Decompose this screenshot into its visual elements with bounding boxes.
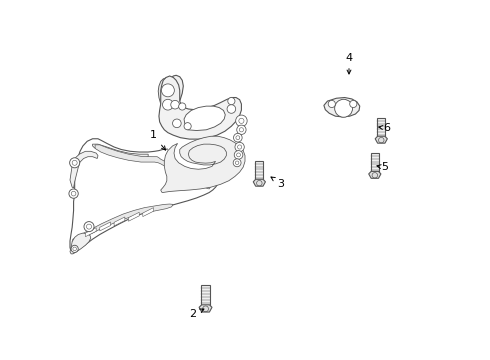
Polygon shape	[70, 233, 91, 254]
Circle shape	[172, 119, 181, 128]
Circle shape	[161, 84, 174, 97]
Circle shape	[179, 103, 186, 110]
Circle shape	[328, 100, 335, 108]
Polygon shape	[371, 153, 379, 173]
Polygon shape	[72, 204, 173, 244]
Polygon shape	[143, 208, 153, 217]
Text: 4: 4	[345, 53, 353, 74]
Polygon shape	[100, 222, 111, 231]
Polygon shape	[168, 101, 247, 166]
Polygon shape	[93, 144, 148, 158]
Polygon shape	[128, 212, 139, 221]
Polygon shape	[184, 106, 225, 131]
Text: 5: 5	[377, 162, 389, 172]
Circle shape	[233, 159, 241, 167]
Circle shape	[235, 142, 245, 152]
Circle shape	[84, 222, 94, 231]
Polygon shape	[158, 78, 176, 126]
Circle shape	[227, 105, 236, 113]
Polygon shape	[368, 171, 381, 178]
Circle shape	[234, 150, 243, 159]
Polygon shape	[159, 76, 242, 139]
Circle shape	[163, 99, 173, 110]
Polygon shape	[199, 305, 212, 312]
Polygon shape	[161, 136, 245, 193]
Polygon shape	[255, 161, 263, 181]
Circle shape	[335, 99, 353, 117]
Circle shape	[69, 189, 78, 198]
Circle shape	[70, 158, 80, 168]
Circle shape	[171, 100, 179, 109]
Polygon shape	[114, 217, 125, 226]
Polygon shape	[377, 118, 385, 138]
Text: 6: 6	[379, 123, 390, 133]
Circle shape	[236, 115, 247, 127]
Text: 1: 1	[150, 130, 166, 150]
Polygon shape	[375, 136, 388, 143]
Polygon shape	[70, 139, 221, 253]
Circle shape	[71, 245, 78, 252]
Circle shape	[184, 123, 191, 130]
Polygon shape	[85, 228, 96, 237]
Polygon shape	[201, 285, 210, 306]
Circle shape	[350, 100, 357, 108]
Polygon shape	[324, 98, 360, 117]
Circle shape	[237, 125, 246, 134]
Text: 3: 3	[271, 177, 284, 189]
Circle shape	[234, 134, 242, 142]
Text: 2: 2	[190, 309, 204, 319]
Polygon shape	[95, 145, 211, 189]
Circle shape	[228, 98, 235, 105]
Polygon shape	[70, 151, 98, 188]
Polygon shape	[168, 75, 243, 138]
Polygon shape	[253, 179, 266, 186]
